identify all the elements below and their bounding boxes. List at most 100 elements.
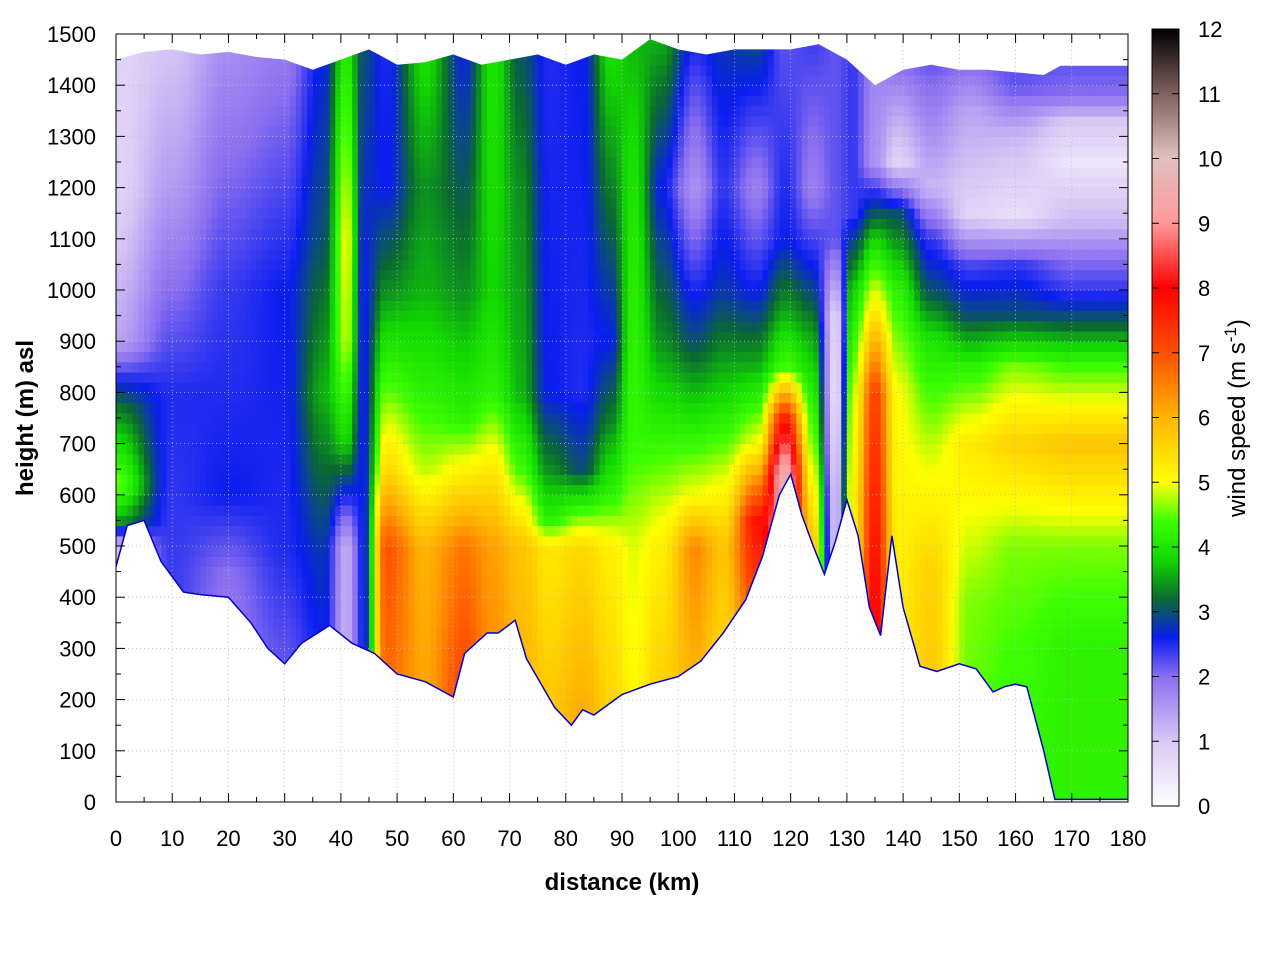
heatmap-cell <box>464 310 471 322</box>
heatmap-cell <box>560 115 567 127</box>
heatmap-cell <box>560 177 567 189</box>
heatmap-cell <box>385 556 393 568</box>
heatmap-cell <box>284 474 291 486</box>
heatmap-cell <box>492 566 499 578</box>
heatmap-cell <box>346 525 353 537</box>
heatmap-cell <box>475 586 483 598</box>
heatmap-cell <box>144 228 151 240</box>
heatmap-cell <box>503 412 511 424</box>
heatmap-cell <box>340 627 348 639</box>
heatmap-cell <box>144 85 151 97</box>
heatmap-cell <box>492 433 499 445</box>
heatmap-cell <box>307 566 314 578</box>
heatmap-cell <box>498 535 505 547</box>
heatmap-cell <box>239 597 246 609</box>
heatmap-cell <box>357 556 364 568</box>
heatmap-cell <box>205 535 213 547</box>
heatmap-cell <box>554 648 561 660</box>
heatmap-cell <box>279 126 286 137</box>
heatmap-cell <box>481 300 488 312</box>
heatmap-cell <box>144 115 151 127</box>
heatmap-cell <box>442 105 449 117</box>
heatmap-cell <box>189 259 196 271</box>
heatmap-cell <box>312 64 319 76</box>
heatmap-cell <box>397 228 404 240</box>
heatmap-cell <box>194 515 201 527</box>
heatmap-cell <box>380 330 387 342</box>
heatmap-cell <box>138 310 145 322</box>
heatmap-cell <box>138 115 145 127</box>
heatmap-cell <box>234 586 241 598</box>
heatmap-cell <box>526 279 533 291</box>
heatmap-cell <box>183 464 190 475</box>
heatmap-cell <box>369 494 376 506</box>
heatmap-cell <box>234 300 241 312</box>
heatmap-cell <box>532 341 539 353</box>
heatmap-cell <box>374 238 381 250</box>
heatmap-cell <box>340 525 348 537</box>
heatmap-cell <box>318 371 325 383</box>
heatmap-cell <box>548 392 556 404</box>
heatmap-cell <box>532 464 539 475</box>
heatmap-cell <box>160 177 168 189</box>
heatmap-cell <box>565 607 572 619</box>
heatmap-cell <box>419 341 426 353</box>
heatmap-cell <box>250 341 258 353</box>
heatmap-cell <box>413 627 421 639</box>
heatmap-cell <box>155 228 162 240</box>
heatmap-cell <box>121 494 128 506</box>
heatmap-cell <box>453 515 460 527</box>
heatmap-cell <box>402 464 409 475</box>
heatmap-cell <box>217 208 224 219</box>
heatmap-cell <box>458 238 466 250</box>
heatmap-cell <box>346 402 353 414</box>
heatmap-cell <box>571 709 578 721</box>
heatmap-cell <box>295 412 303 424</box>
heatmap-cell <box>520 136 528 148</box>
heatmap-cell <box>250 197 258 209</box>
heatmap-cell <box>160 433 168 445</box>
heatmap-cell <box>217 382 224 393</box>
heatmap-cell <box>402 115 409 127</box>
heatmap-cell <box>138 167 145 178</box>
heatmap-cell <box>144 64 151 76</box>
heatmap-cell <box>442 638 449 649</box>
heatmap-cell <box>475 484 483 496</box>
heatmap-cell <box>217 115 224 127</box>
heatmap-cell <box>532 85 539 97</box>
heatmap-cell <box>419 453 426 465</box>
heatmap-cell <box>571 586 578 598</box>
heatmap-cell <box>363 515 370 527</box>
heatmap-cell <box>116 494 123 506</box>
heatmap-cell <box>228 341 235 353</box>
heatmap-cell <box>487 586 494 598</box>
heatmap-cell <box>116 146 123 158</box>
heatmap-cell <box>200 136 207 148</box>
heatmap-cell <box>453 668 460 680</box>
heatmap-cell <box>217 85 224 97</box>
heatmap-cell <box>132 95 140 107</box>
heatmap-cell <box>447 238 454 250</box>
heatmap-cell <box>492 177 499 189</box>
heatmap-cell <box>560 627 567 639</box>
heatmap-cell <box>279 443 286 455</box>
heatmap-cell <box>391 95 398 107</box>
heatmap-cell <box>200 576 207 588</box>
heatmap-cell <box>307 228 314 240</box>
heatmap-cell <box>408 64 415 76</box>
heatmap-cell <box>430 402 438 414</box>
heatmap-cell <box>262 412 269 424</box>
heatmap-cell <box>425 126 432 137</box>
heatmap-cell <box>121 484 128 496</box>
heatmap-cell <box>177 238 185 250</box>
heatmap-cell <box>346 330 353 342</box>
heatmap-cell <box>200 177 207 189</box>
heatmap-cell <box>340 177 348 189</box>
heatmap-cell <box>132 64 140 76</box>
heatmap-cell <box>509 535 516 547</box>
heatmap-cell <box>312 412 319 424</box>
heatmap-cell <box>571 167 578 178</box>
heatmap-cell <box>543 371 550 383</box>
heatmap-cell <box>301 443 308 455</box>
heatmap-cell <box>571 423 578 434</box>
